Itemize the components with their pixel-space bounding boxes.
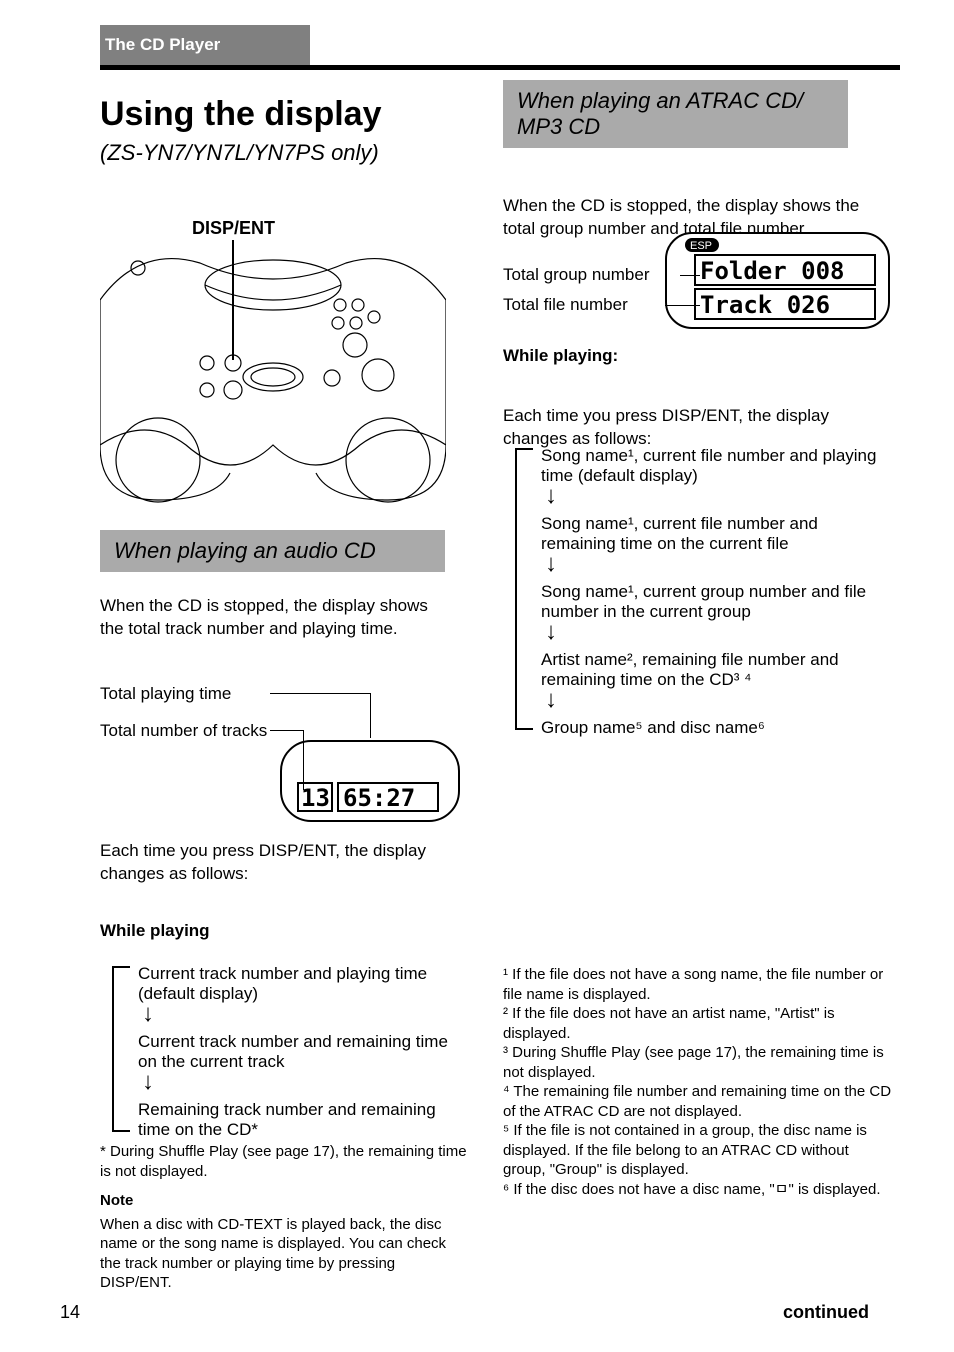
left-footnote-block: * During Shuffle Play (see page 17), the… xyxy=(100,1142,470,1293)
left-stop-text: When the CD is stopped, the display show… xyxy=(100,595,450,641)
left-playing-heading: While playing xyxy=(100,920,450,943)
cycle-loop-line xyxy=(515,448,533,450)
svg-text:ESP: ESP xyxy=(690,240,712,252)
page-subtitle: (ZS-YN7/YN7L/YN7PS only) xyxy=(100,140,379,166)
cycle-loop-line xyxy=(515,728,533,730)
footnote-item: ² If the file does not have an artist na… xyxy=(503,1004,893,1043)
down-arrow-icon: ↓ xyxy=(545,552,883,576)
left-dispent-intro: Each time you press DISP/ENT, the displa… xyxy=(100,840,460,886)
footnote-item: ³ During Shuffle Play (see page 17), the… xyxy=(503,1043,893,1082)
down-arrow-icon: ↓ xyxy=(545,484,883,508)
continued-label: continued xyxy=(783,1302,869,1323)
cycle-loop-line xyxy=(112,1130,130,1132)
down-arrow-icon: ↓ xyxy=(142,1002,460,1026)
callout-line xyxy=(270,693,370,694)
cycle-footnote: * During Shuffle Play (see page 17), the… xyxy=(100,1142,470,1181)
lcd-audio-cd: 13 65:27 xyxy=(280,740,460,830)
down-arrow-icon: ↓ xyxy=(142,1070,460,1094)
svg-text:Track 026: Track 026 xyxy=(700,291,830,319)
note-body: When a disc with CD-TEXT is played back,… xyxy=(100,1215,470,1293)
footnote-item: ¹ If the file does not have a song name,… xyxy=(503,965,893,1004)
top-divider xyxy=(100,65,900,70)
cycle-item: Remaining track number and remaining tim… xyxy=(138,1100,460,1140)
callout-line xyxy=(370,693,371,738)
down-arrow-icon: ↓ xyxy=(545,688,883,712)
cycle-item: Song name¹, current group number and fil… xyxy=(541,582,883,622)
svg-text:Folder 008: Folder 008 xyxy=(700,257,845,285)
cycle-item: Group name⁵ and disc name⁶ xyxy=(541,718,883,738)
cycle-item: Song name¹, current file number and play… xyxy=(541,446,883,486)
footnote-item: ⁵ If the file is not contained in a grou… xyxy=(503,1121,893,1180)
cycle-item: Current track number and playing time (d… xyxy=(138,964,460,1004)
cycle-loop-line xyxy=(515,449,517,729)
right-playing-heading: While playing: xyxy=(503,345,883,368)
right-subheading: When playing an ATRAC CD/ MP3 CD xyxy=(503,80,848,148)
page-title: Using the display xyxy=(100,95,382,134)
note-heading: Note xyxy=(100,1191,470,1211)
footnote-item: ⁶ If the disc does not have a disc name,… xyxy=(503,1180,893,1200)
left-cycle-block: Current track number and playing time (d… xyxy=(100,958,460,1140)
cycle-item: Song name¹, current file number and rema… xyxy=(541,514,883,554)
right-cycle-block: Song name¹, current file number and play… xyxy=(503,440,883,738)
cycle-loop-line xyxy=(112,967,114,1131)
cycle-loop-line xyxy=(112,966,130,968)
section-tag: The CD Player xyxy=(105,35,220,55)
svg-text:65:27: 65:27 xyxy=(343,784,415,812)
playtime-label: Total playing time xyxy=(100,683,270,706)
cycle-item: Artist name², remaining file number and … xyxy=(541,650,883,690)
lcd-atrac-mp3: ESP Folder 008 Track 026 xyxy=(665,232,890,337)
right-footnotes: ¹ If the file does not have a song name,… xyxy=(503,965,893,1199)
page-number-bottom: 14 xyxy=(60,1302,80,1323)
folder-count-label: Total group number xyxy=(503,265,649,285)
footnote-item: ⁴ The remaining file number and remainin… xyxy=(503,1082,893,1121)
file-count-label: Total file number xyxy=(503,295,628,315)
dispent-callout-label: DISP/ENT xyxy=(192,218,275,239)
cycle-item: Current track number and remaining time … xyxy=(138,1032,460,1072)
down-arrow-icon: ↓ xyxy=(545,620,883,644)
device-illustration xyxy=(100,245,446,515)
callout-line xyxy=(270,730,303,731)
svg-text:13: 13 xyxy=(301,784,330,812)
tracks-label: Total number of tracks xyxy=(100,720,280,743)
left-subheading: When playing an audio CD xyxy=(100,530,445,572)
